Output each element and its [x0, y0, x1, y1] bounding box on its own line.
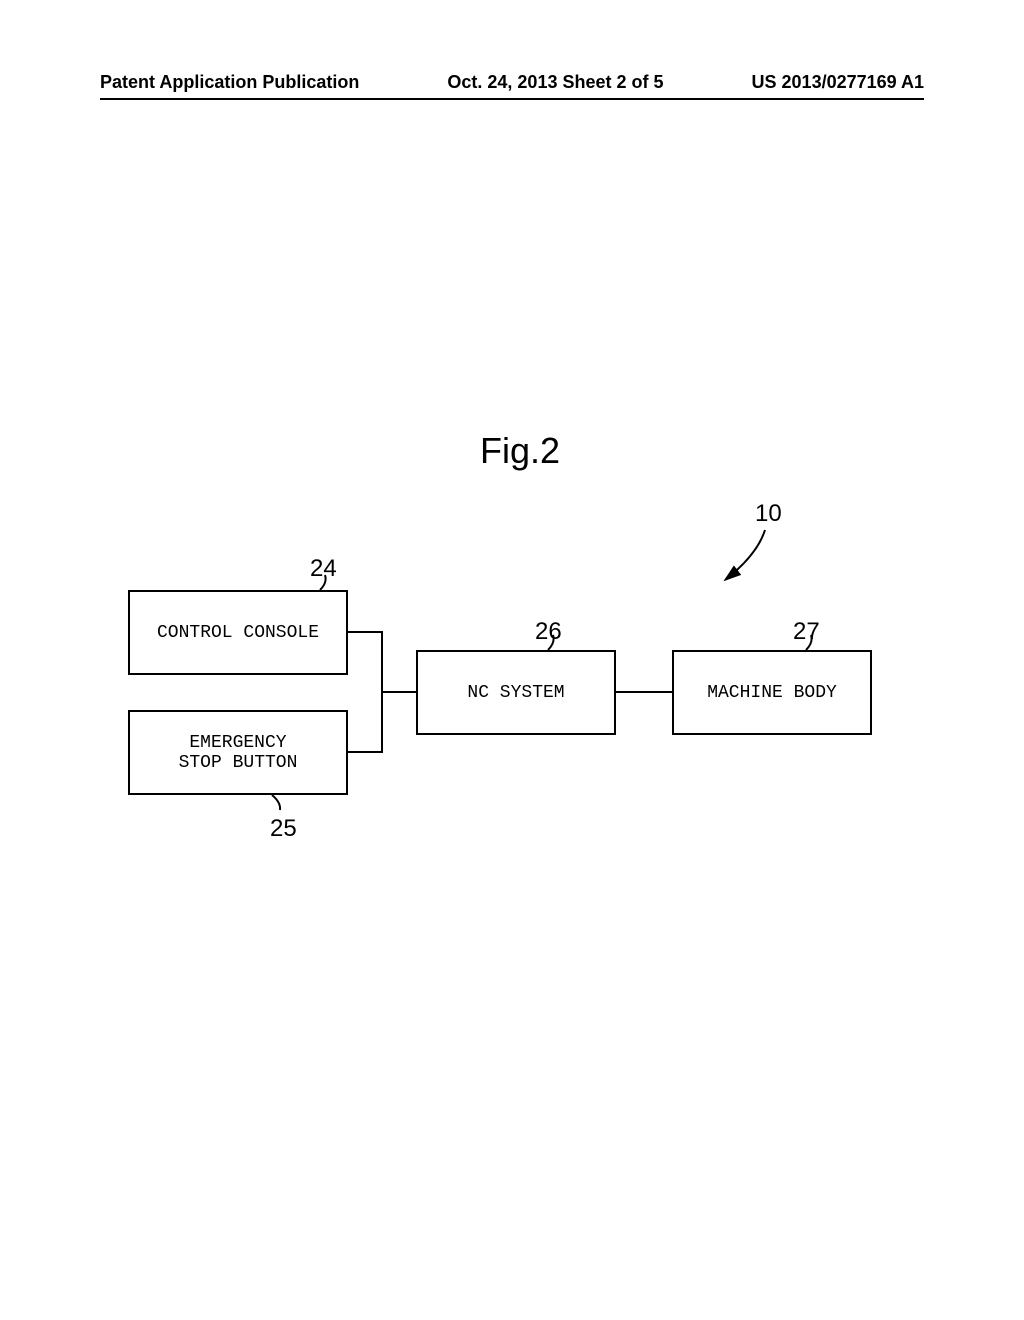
page-header: Patent Application Publication Oct. 24, …	[0, 72, 1024, 93]
ref-25: 25	[270, 815, 297, 843]
header-right: US 2013/0277169 A1	[752, 72, 924, 93]
box-nc-system: NC SYSTEM	[416, 650, 616, 735]
header-left: Patent Application Publication	[100, 72, 359, 93]
ref-27: 27	[793, 618, 820, 646]
box-control-console: CONTROL CONSOLE	[128, 590, 348, 675]
header-rule	[100, 98, 924, 100]
ref-10: 10	[755, 500, 782, 528]
figure-title: Fig.2	[420, 430, 620, 472]
ref-24: 24	[310, 555, 337, 583]
header-center: Oct. 24, 2013 Sheet 2 of 5	[447, 72, 663, 93]
box-machine-body: MACHINE BODY	[672, 650, 872, 735]
page: Patent Application Publication Oct. 24, …	[0, 0, 1024, 1320]
ref-26: 26	[535, 618, 562, 646]
box-emergency-stop: EMERGENCY STOP BUTTON	[128, 710, 348, 795]
